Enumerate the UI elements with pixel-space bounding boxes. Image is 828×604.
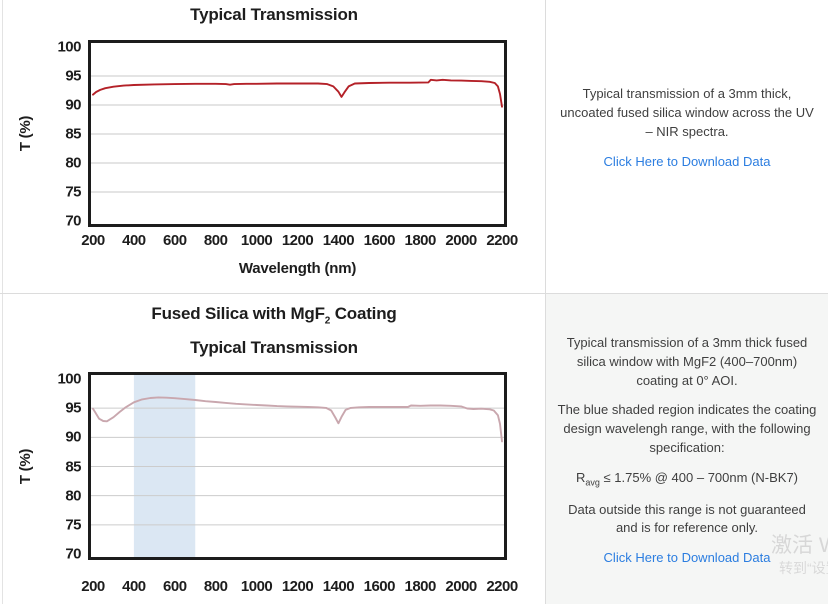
x-tick-label: 800	[203, 578, 228, 595]
chart-title: Fused Silica with MgF2 Coating Typical T…	[151, 304, 397, 358]
y-tick-label: 75	[65, 516, 81, 534]
download-data-link[interactable]: Click Here to Download Data	[603, 550, 771, 566]
x-tick-label: 600	[163, 578, 187, 595]
x-tick-label: 2200	[486, 232, 518, 249]
row-divider	[0, 293, 828, 294]
x-axis-label: Wavelength (nm)	[238, 260, 357, 277]
x-tick-label: 2000	[445, 578, 477, 595]
y-tick-label: 80	[65, 487, 81, 505]
x-tick-label: 400	[122, 232, 146, 249]
windows-activation-watermark: 激活 W	[771, 534, 828, 557]
y-tick-label: 95	[65, 67, 81, 85]
description-text: Typical transmission of a 3mm thick, unc…	[560, 85, 814, 139]
x-tick-label: 1600	[363, 232, 396, 249]
disclaimer-text: Data outside this range is not guarantee…	[568, 501, 806, 536]
x-tick-label: 800	[203, 232, 228, 249]
uncoated-description-panel: Typical transmission of a 3mm thick, unc…	[546, 0, 828, 293]
subscript-avg: avg	[585, 477, 600, 488]
page-left-border	[2, 0, 3, 604]
column-divider	[545, 0, 546, 604]
x-axis-ticks: 200 400 600 800 1000 1200 1400 1600 1800 2000 2200	[81, 232, 518, 249]
y-tick-label: 70	[65, 212, 81, 230]
x-tick-label: 1200	[281, 578, 314, 595]
y-tick-label: 90	[65, 428, 81, 446]
transmission-chart-uncoated: Typical Transmission T (%) 100 95 90 85 80 75…	[3, 0, 545, 293]
x-tick-label: 1800	[404, 232, 437, 249]
y-tick-label: 80	[65, 154, 81, 172]
y-tick-label: 70	[65, 545, 81, 563]
x-tick-label: 2200	[486, 578, 518, 595]
y-tick-label: 95	[65, 399, 81, 417]
y-tick-label: 85	[65, 458, 81, 475]
mgf2-description-panel: Typical transmission of a 3mm thick fuse…	[546, 294, 828, 604]
chart-subtitle: Typical Transmission	[190, 338, 358, 358]
x-tick-label: 2000	[445, 232, 477, 249]
windows-activation-watermark-line2: 转到“设置	[779, 560, 828, 576]
x-tick-label: 400	[122, 578, 146, 595]
y-tick-label: 75	[65, 183, 81, 201]
x-tick-label: 1400	[322, 232, 355, 249]
y-tick-label: 100	[57, 38, 81, 56]
chart-title: Typical Transmission	[3, 4, 545, 26]
download-data-link[interactable]: Click Here to Download Data	[603, 154, 771, 170]
x-tick-label: 1000	[240, 578, 273, 595]
x-tick-label: 1600	[363, 578, 396, 595]
subscript-2: 2	[324, 315, 331, 327]
x-tick-label: 1800	[404, 578, 437, 595]
x-tick-label: 600	[163, 232, 187, 249]
transmission-curve	[91, 75, 504, 193]
y-axis-ticks: 100 95 90 85 80 75 70	[31, 39, 81, 230]
x-tick-label: 200	[81, 232, 105, 249]
y-tick-label: 100	[57, 370, 81, 388]
description-text: Typical transmission of a 3mm thick fuse…	[566, 334, 808, 388]
y-axis-ticks: 100 95 90 85 80 75 70	[31, 371, 81, 563]
y-tick-label: 90	[65, 96, 81, 114]
band-note-text: The blue shaded region indicates the coa…	[557, 402, 817, 456]
plot-area	[88, 40, 507, 227]
x-tick-label: 200	[81, 578, 105, 595]
chart-title-text: Typical Transmission	[190, 5, 358, 24]
x-axis-ticks: 200 400 600 800 1000 1200 1400 1600 1800 2000 2200	[81, 578, 518, 595]
transmission-chart-mgf2: Fused Silica with MgF2 Coating Typical T…	[3, 294, 545, 604]
x-tick-label: 1200	[281, 232, 314, 249]
plot-area	[88, 372, 507, 560]
transmission-curve-coated	[91, 375, 504, 557]
spec-line: Ravg ≤ 1.75% @ 400 – 700nm (N-BK7)	[576, 469, 798, 488]
y-tick-label: 85	[65, 125, 81, 143]
x-tick-label: 1400	[322, 578, 355, 595]
x-tick-label: 1000	[240, 232, 273, 249]
